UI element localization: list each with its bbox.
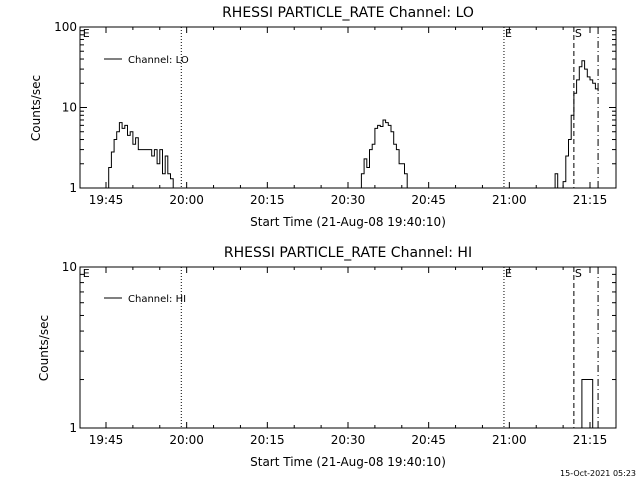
y-tick-label: 10 [62,260,77,274]
y-axis-label-hi: Counts/sec [37,315,51,381]
x-tick-label: 21:15 [573,193,608,207]
plot-frame [79,26,617,189]
legend-label-hi: Channel: HI [128,294,186,305]
x-tick-label: 20:00 [169,193,204,207]
event-marker-label: E [83,27,90,40]
x-tick-label: 20:15 [250,193,285,207]
event-marker-label: S [575,27,582,40]
x-tick-label: 21:15 [573,433,608,447]
chart-title-hi: RHESSI PARTICLE_RATE Channel: HI [224,245,472,261]
x-tick-label: 20:30 [331,193,366,207]
x-tick-label: 20:45 [411,193,446,207]
event-marker-label: S [575,267,582,280]
x-axis-label-lo: Start Time (21-Aug-08 19:40:10) [250,215,446,229]
x-tick-label: 20:45 [411,433,446,447]
event-marker-label: E [83,267,90,280]
x-tick-label: 20:00 [169,433,204,447]
event-marker-label: E [505,27,512,40]
legend-label-lo: Channel: LO [128,55,189,66]
series-line [80,60,599,189]
x-tick-label: 19:45 [89,433,124,447]
x-tick-label: 21:00 [492,193,527,207]
y-axis-label-lo: Counts/sec [29,75,43,141]
series-line [80,379,616,429]
generation-timestamp: 15-Oct-2021 05:23 [560,469,636,478]
x-tick-label: 21:00 [492,433,527,447]
y-tick-label: 100 [54,20,77,34]
y-tick-label: 1 [69,181,77,195]
y-tick-label: 1 [69,421,77,435]
event-marker-label: E [505,267,512,280]
x-axis-label-hi: Start Time (21-Aug-08 19:40:10) [250,455,446,469]
x-tick-label: 20:30 [331,433,366,447]
x-tick-label: 20:15 [250,433,285,447]
y-tick-label: 10 [62,101,77,115]
chart-title-lo: RHESSI PARTICLE_RATE Channel: LO [222,5,474,21]
plot-frame [79,266,617,429]
panel-lo: RHESSI PARTICLE_RATE Channel: LO Counts/… [29,5,617,229]
x-tick-label: 19:45 [89,193,124,207]
panel-hi: RHESSI PARTICLE_RATE Channel: HI Counts/… [37,245,617,469]
